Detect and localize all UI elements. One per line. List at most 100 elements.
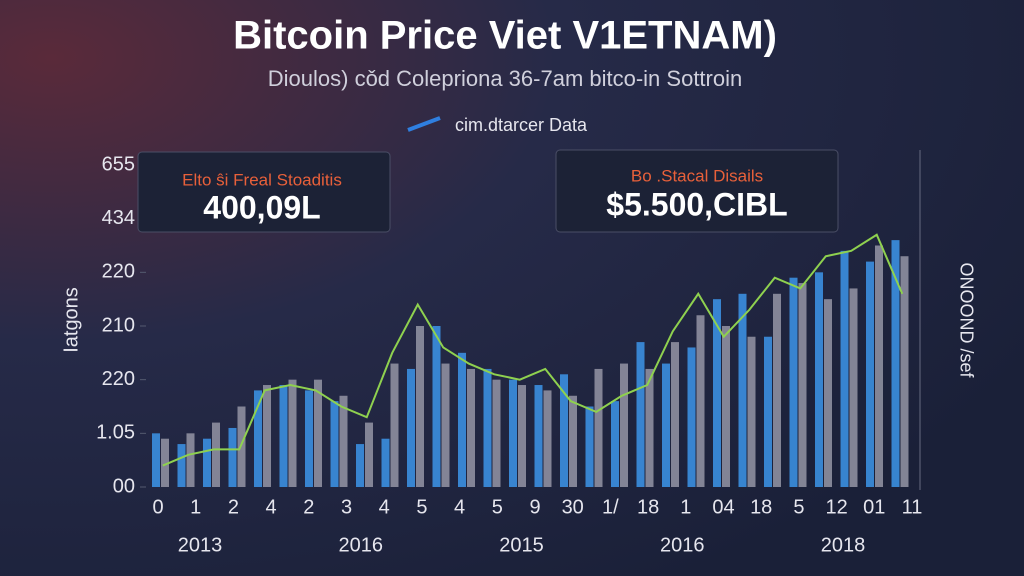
bar xyxy=(492,379,501,487)
bar xyxy=(467,368,475,487)
x-tick-label: 5 xyxy=(793,496,804,518)
bar xyxy=(696,315,705,487)
bar xyxy=(671,342,679,487)
x-tick-label: 11 xyxy=(902,496,923,518)
y-axis-title: Iatgons xyxy=(60,287,82,353)
bar xyxy=(738,293,747,487)
bar xyxy=(407,368,415,487)
y-tick-label: 220 xyxy=(102,261,135,283)
bar xyxy=(764,336,772,487)
x-tick-label: 5 xyxy=(416,496,427,518)
bar xyxy=(722,326,730,487)
bar xyxy=(611,401,619,487)
year-label: 2018 xyxy=(821,534,866,556)
y-tick-label: 220 xyxy=(102,368,135,390)
year-label: 2015 xyxy=(499,534,544,556)
x-tick-label: 18 xyxy=(637,496,659,518)
y-tick-label: 00 xyxy=(113,475,135,497)
callout-value: $5.500,CIBL xyxy=(606,186,787,222)
x-tick-label: 0 xyxy=(152,496,163,518)
chart-title: Bitcoin Price Viet V1ETNAM) xyxy=(233,14,777,58)
bar xyxy=(620,363,628,487)
bar xyxy=(279,385,288,487)
subtitle: Dioulos) cǒd Colepriona 36-7am bitco-in … xyxy=(268,66,742,91)
bar xyxy=(687,347,696,487)
bar xyxy=(365,422,373,487)
callouts: Elto ŝi Freal Stoaditis 400,09L Bo .Stac… xyxy=(137,149,839,233)
bar xyxy=(432,326,441,487)
bar xyxy=(840,250,849,487)
bar xyxy=(254,390,262,487)
x-tick-label: 4 xyxy=(454,496,465,518)
x-tick-label: 9 xyxy=(529,496,540,518)
bar xyxy=(483,368,492,487)
bar xyxy=(789,277,798,487)
bar xyxy=(203,438,211,487)
bar xyxy=(543,390,552,487)
bar xyxy=(381,438,390,487)
bar xyxy=(662,363,670,487)
bar xyxy=(713,299,721,487)
bar xyxy=(594,368,603,487)
y2-axis-title: ONOOND /sef xyxy=(956,262,976,378)
bar xyxy=(636,342,645,487)
bar xyxy=(900,256,909,487)
y-tick-label: 210 xyxy=(102,314,135,336)
x-tick-label: 1 xyxy=(190,496,201,518)
x-tick-label: 4 xyxy=(379,496,390,518)
x-tick-label: 30 xyxy=(562,496,584,518)
callout-value: 400,09L xyxy=(203,189,320,225)
bar xyxy=(212,422,220,487)
bar xyxy=(585,406,594,487)
callout-box xyxy=(137,151,391,233)
x-tick-label: 1 xyxy=(680,496,691,518)
bar xyxy=(339,395,348,487)
bar xyxy=(228,427,237,487)
y-tick-label: 655 xyxy=(102,153,135,175)
x-tick-label: 2 xyxy=(303,496,314,518)
bar xyxy=(152,433,160,487)
bar xyxy=(314,379,322,487)
x-tick-label: 5 xyxy=(492,496,503,518)
x-tick-label: 12 xyxy=(825,496,847,518)
year-label: 2016 xyxy=(660,534,705,556)
y-tick-label: 1.05 xyxy=(96,422,135,444)
bar xyxy=(390,363,399,487)
bar xyxy=(824,299,832,487)
bar xyxy=(263,385,271,487)
bar xyxy=(458,352,466,487)
bar xyxy=(305,390,313,487)
x-tick-label: 2 xyxy=(228,496,239,518)
bar xyxy=(773,293,781,487)
x-tick-label: 01 xyxy=(863,496,885,518)
bar xyxy=(534,385,543,487)
bar xyxy=(441,363,450,487)
bar xyxy=(416,326,424,487)
y-tick-label: 434 xyxy=(102,207,135,229)
bar xyxy=(288,379,297,487)
callout-title: Bo .Stacal Disails xyxy=(631,166,763,185)
x-tick-label: 3 xyxy=(341,496,352,518)
x-tick-label: 18 xyxy=(750,496,772,518)
callout-title: Elto ŝi Freal Stoaditis xyxy=(182,170,342,189)
bar xyxy=(161,438,169,487)
bar xyxy=(866,261,874,487)
bar xyxy=(569,395,577,487)
x-tick-label: 4 xyxy=(266,496,277,518)
bar xyxy=(645,368,654,487)
callout-box xyxy=(555,149,839,233)
bar xyxy=(330,401,339,487)
year-label: 2016 xyxy=(339,534,384,556)
year-label: 2013 xyxy=(178,534,223,556)
source-label: cim.dtarcer Data xyxy=(455,115,588,135)
bar xyxy=(560,374,568,487)
x-tick-label: 04 xyxy=(712,496,734,518)
bar xyxy=(186,433,195,487)
x-tick-label: 1/ xyxy=(602,496,619,518)
bar xyxy=(356,444,364,487)
source-icon xyxy=(407,116,441,132)
line xyxy=(162,233,904,467)
bar xyxy=(798,283,807,487)
